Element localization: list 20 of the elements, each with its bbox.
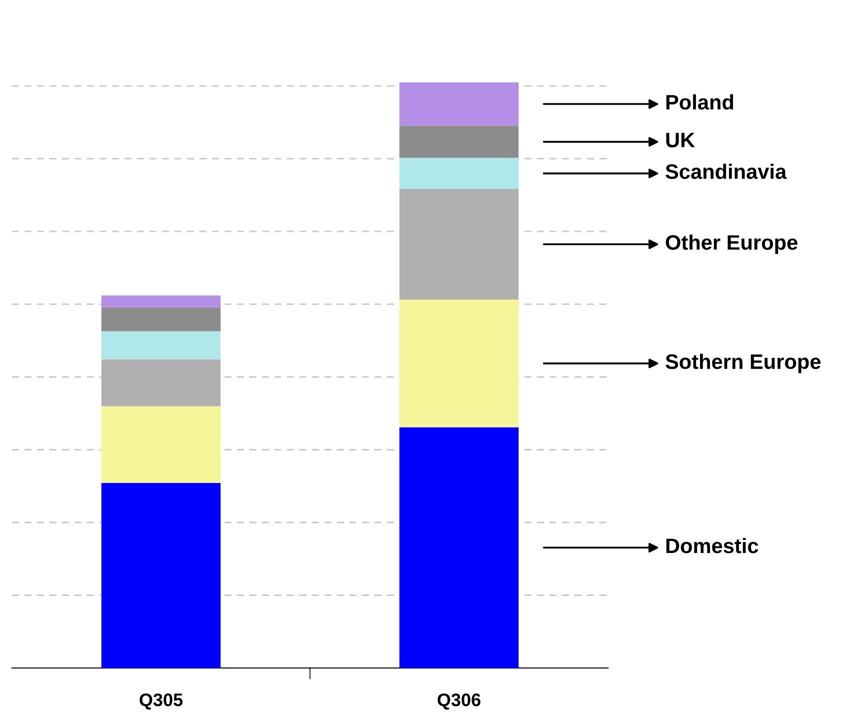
x-tick-label: Q306 — [438, 693, 480, 710]
bar — [399, 82, 519, 126]
text: Domestic — [666, 538, 758, 554]
x-tick-label: Q305 — [140, 693, 183, 710]
bar — [399, 300, 519, 428]
text: Sothern Europe — [666, 354, 821, 374]
bar — [101, 331, 221, 360]
bar — [101, 406, 221, 483]
text: Other Europe — [666, 234, 798, 254]
text: Poland — [666, 94, 734, 110]
bar — [399, 126, 519, 158]
text: Scandinavia — [666, 164, 787, 180]
bar — [101, 359, 221, 406]
bar — [399, 427, 519, 668]
bar — [101, 296, 221, 308]
bar — [399, 188, 519, 300]
bar — [399, 158, 519, 189]
text: UK — [666, 132, 695, 148]
bar — [101, 307, 221, 332]
bar — [101, 482, 221, 668]
